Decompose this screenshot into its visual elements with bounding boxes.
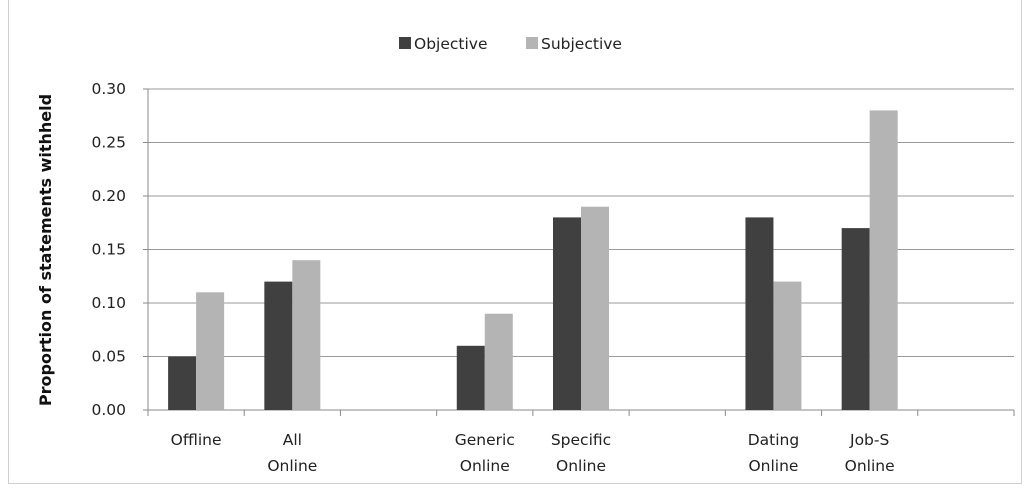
bar-subjective <box>484 313 513 410</box>
y-axis-label: Proportion of statements withheld <box>36 94 55 406</box>
y-tick-label: 0.05 <box>91 348 126 366</box>
bar-objective <box>745 217 774 410</box>
x-category-label: Specific <box>551 431 611 449</box>
x-category-labels: Offline All Online Generic Online Specific Onl… <box>171 431 895 475</box>
x-category-label: Online <box>748 457 798 475</box>
y-tick-label: 0.10 <box>91 294 126 312</box>
y-tick-label: 0.30 <box>91 80 126 98</box>
bar-subjective <box>581 206 609 410</box>
legend-swatch-objective <box>399 37 411 49</box>
bar-objective <box>841 228 870 410</box>
x-category-label: Dating <box>748 431 799 449</box>
x-category-label: Online <box>845 457 895 475</box>
x-category-label: All <box>283 431 302 449</box>
y-tick-label: 0.15 <box>91 241 126 259</box>
chart-frame <box>8 0 1022 484</box>
y-tick-label: 0.20 <box>91 187 126 205</box>
y-tick-labels: 0.00 0.05 0.10 0.15 0.20 0.25 0.30 <box>91 80 126 419</box>
bar-subjective <box>196 292 225 410</box>
bars <box>168 110 898 411</box>
legend-swatch-subjective <box>526 37 538 49</box>
x-category-label: Job-S <box>849 431 889 449</box>
legend: Objective Subjective <box>399 35 622 53</box>
bar-objective <box>456 345 485 410</box>
legend-label-subjective: Subjective <box>541 35 622 53</box>
x-category-label: Offline <box>171 431 222 449</box>
x-category-label: Online <box>460 457 510 475</box>
x-category-label: Online <box>556 457 606 475</box>
bar-objective <box>264 281 293 410</box>
bar-subjective <box>869 110 898 411</box>
bar-objective <box>553 217 581 410</box>
x-category-label: Online <box>267 457 317 475</box>
y-tick-label: 0.25 <box>91 134 126 152</box>
bar-subjective <box>773 281 802 410</box>
y-tick-label: 0.00 <box>91 401 126 419</box>
x-category-label: Generic <box>455 431 515 449</box>
bar-objective <box>168 356 197 410</box>
legend-label-objective: Objective <box>414 35 488 53</box>
bar-subjective <box>292 260 321 410</box>
